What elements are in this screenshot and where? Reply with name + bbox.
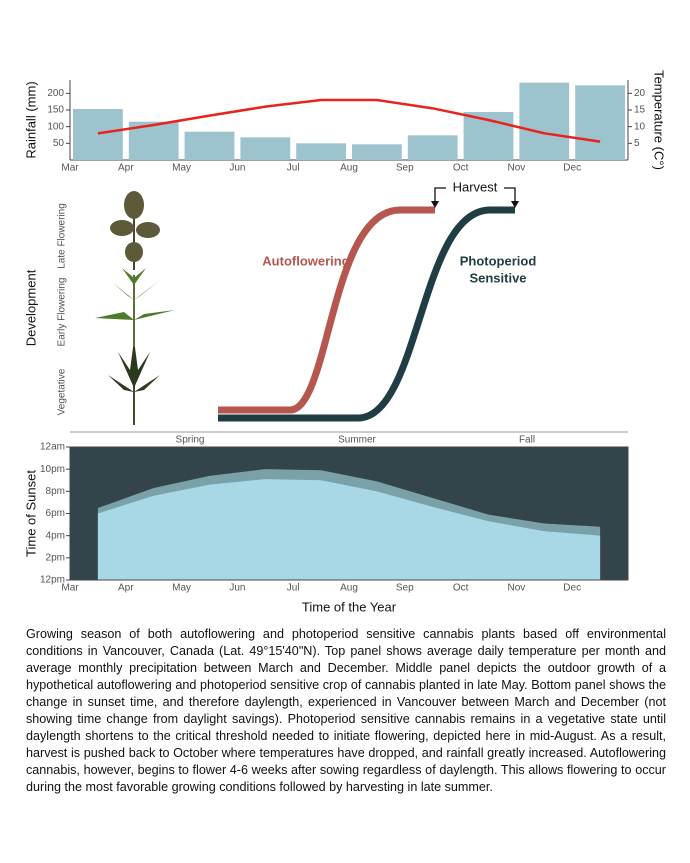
- season-label: Summer: [338, 435, 376, 446]
- photoperiod-curve: [218, 206, 515, 422]
- y2-tick-label: 15: [634, 105, 646, 116]
- season-label: Fall: [519, 435, 535, 446]
- y2-tick-label: 5: [634, 138, 640, 149]
- development-label: Development: [23, 269, 38, 346]
- y-tick-label: 6pm: [46, 508, 65, 519]
- harvest-label: Harvest: [453, 179, 498, 194]
- autoflowering-curve: [218, 206, 435, 414]
- plant-late-flowering: [110, 191, 160, 270]
- season-label: Spring: [176, 435, 205, 446]
- y-axis-label: Rainfall (mm): [23, 81, 38, 158]
- x-tick-label: Mar: [61, 163, 79, 174]
- development-panel: Development Vegetative Early Flowering L…: [23, 179, 628, 446]
- x-tick-label: Aug: [340, 583, 358, 594]
- stage-label: Late Flowering: [57, 203, 68, 269]
- y-tick-label: 150: [47, 105, 64, 116]
- photoperiod-label: Photoperiod: [460, 253, 537, 268]
- x-tick-label: Nov: [508, 163, 526, 174]
- x-tick-label: Jun: [229, 583, 245, 594]
- stage-label: Vegetative: [57, 368, 68, 415]
- x-tick-label: Nov: [508, 583, 526, 594]
- rainfall-bar: [407, 135, 458, 160]
- rainfall-bar: [184, 131, 235, 160]
- x-tick-label: Oct: [453, 583, 469, 594]
- y-tick-label: 50: [53, 138, 65, 149]
- x-tick-label: Dec: [563, 163, 581, 174]
- plant-early-flowering: [95, 268, 175, 345]
- x-tick-label: Sep: [396, 583, 414, 594]
- x-tick-label: Aug: [340, 163, 358, 174]
- rainfall-bar: [240, 137, 291, 160]
- harvest-bracket: [434, 187, 516, 203]
- sunset-area: [97, 479, 601, 580]
- y-tick-label: 100: [47, 121, 64, 132]
- y-tick-label: 4pm: [46, 530, 65, 541]
- y-tick-label: 200: [47, 88, 64, 99]
- y-tick-label: 8pm: [46, 486, 65, 497]
- rainfall-bar: [73, 109, 123, 160]
- x-tick-label: Apr: [118, 163, 134, 174]
- y-tick-label: 10pm: [40, 464, 65, 475]
- x-tick-label: Jun: [229, 163, 245, 174]
- caption: Growing season of both autoflowering and…: [26, 627, 666, 794]
- x-tick-label: Dec: [563, 583, 581, 594]
- x-tick-label: Apr: [118, 583, 134, 594]
- rainfall-bar: [296, 143, 346, 160]
- rainfall-bar: [575, 85, 625, 160]
- x-tick-label: Jul: [287, 163, 300, 174]
- y2-tick-label: 10: [634, 121, 646, 132]
- autoflowering-label: Autoflowering: [262, 253, 349, 268]
- temperature-line: [97, 98, 601, 143]
- figure: Development Vegetative Early Flowering L…: [23, 70, 667, 614]
- plant-vegetative: [108, 340, 160, 425]
- photoperiod-label: Sensitive: [469, 270, 526, 285]
- y-axis-label: Time of Sunset: [23, 470, 38, 557]
- x-axis-label: Time of the Year: [302, 599, 397, 614]
- rainfall-bar: [352, 144, 402, 160]
- x-tick-label: May: [172, 163, 191, 174]
- y-tick-label: 12am: [40, 442, 65, 453]
- y-tick-label: 12pm: [40, 575, 65, 586]
- y2-axis-label: Temperature (C°): [652, 70, 667, 170]
- x-tick-label: Jul: [287, 583, 300, 594]
- x-tick-label: Sep: [396, 163, 414, 174]
- x-tick-label: Mar: [61, 583, 79, 594]
- y-tick-label: 2pm: [46, 552, 65, 563]
- x-tick-label: May: [172, 583, 191, 594]
- y2-tick-label: 20: [634, 88, 646, 99]
- x-tick-label: Oct: [453, 163, 469, 174]
- rainfall-bar: [519, 82, 570, 160]
- stage-label: Early Flowering: [57, 278, 68, 347]
